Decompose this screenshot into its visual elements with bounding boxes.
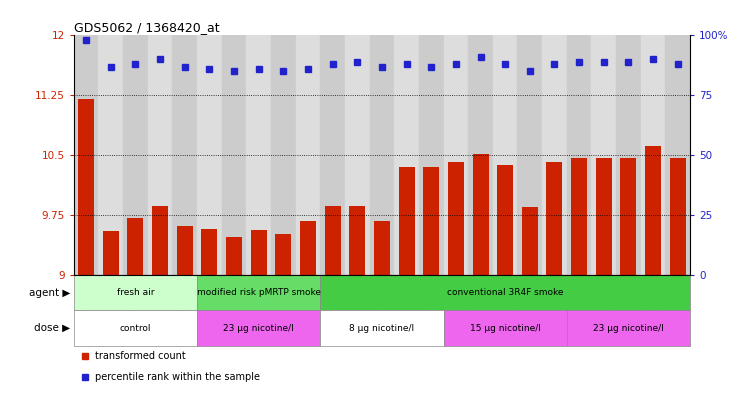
Bar [128, 218, 143, 275]
Bar [567, 35, 591, 275]
Bar [320, 310, 444, 346]
Bar [567, 310, 690, 346]
Text: conventional 3R4F smoke: conventional 3R4F smoke [447, 288, 563, 297]
Bar [123, 35, 148, 275]
Bar [666, 35, 690, 275]
Text: fresh air: fresh air [117, 288, 154, 297]
Bar [226, 237, 242, 275]
Bar [173, 35, 197, 275]
Bar [246, 35, 271, 275]
Bar [197, 310, 320, 346]
Bar [669, 158, 686, 275]
Text: agent ▶: agent ▶ [29, 288, 70, 298]
Bar [591, 35, 616, 275]
Bar [596, 158, 612, 275]
Bar [197, 35, 221, 275]
Bar [251, 230, 266, 275]
Bar [271, 35, 296, 275]
Bar [497, 165, 513, 275]
Bar [444, 35, 468, 275]
Bar [571, 158, 587, 275]
Text: percentile rank within the sample: percentile rank within the sample [95, 372, 261, 382]
Bar [152, 206, 168, 275]
Bar [296, 35, 320, 275]
Bar [325, 206, 341, 275]
Bar [103, 231, 119, 275]
Bar [419, 35, 444, 275]
Bar [522, 207, 538, 275]
Bar [444, 310, 567, 346]
Bar [349, 206, 365, 275]
Bar [374, 221, 390, 275]
Bar [300, 221, 316, 275]
Bar [448, 162, 464, 275]
Text: 8 μg nicotine/l: 8 μg nicotine/l [349, 324, 415, 332]
Text: 23 μg nicotine/l: 23 μg nicotine/l [224, 324, 294, 332]
Bar [320, 35, 345, 275]
Bar [98, 35, 123, 275]
Text: dose ▶: dose ▶ [34, 323, 70, 333]
Bar [176, 226, 193, 275]
Bar [275, 233, 292, 275]
Bar [423, 167, 439, 275]
Bar [201, 229, 218, 275]
Bar [345, 35, 370, 275]
Text: modified risk pMRTP smoke: modified risk pMRTP smoke [196, 288, 321, 297]
Text: 23 μg nicotine/l: 23 μg nicotine/l [593, 324, 663, 332]
Bar [74, 35, 98, 275]
Bar [399, 167, 415, 275]
Text: transformed count: transformed count [95, 351, 186, 361]
Bar [221, 35, 246, 275]
Bar [517, 35, 542, 275]
Bar [542, 35, 567, 275]
Bar [616, 35, 641, 275]
Bar [74, 275, 197, 310]
Bar [148, 35, 173, 275]
Bar [370, 35, 394, 275]
Bar [621, 158, 636, 275]
Bar [641, 35, 666, 275]
Text: control: control [120, 324, 151, 332]
Bar [78, 99, 94, 275]
Bar [197, 275, 320, 310]
Bar [74, 310, 197, 346]
Bar [645, 146, 661, 275]
Text: 15 μg nicotine/l: 15 μg nicotine/l [469, 324, 541, 332]
Bar [468, 35, 493, 275]
Text: GDS5062 / 1368420_at: GDS5062 / 1368420_at [74, 21, 219, 34]
Bar [493, 35, 517, 275]
Bar [546, 162, 562, 275]
Bar [320, 275, 690, 310]
Bar [472, 154, 489, 275]
Bar [394, 35, 419, 275]
